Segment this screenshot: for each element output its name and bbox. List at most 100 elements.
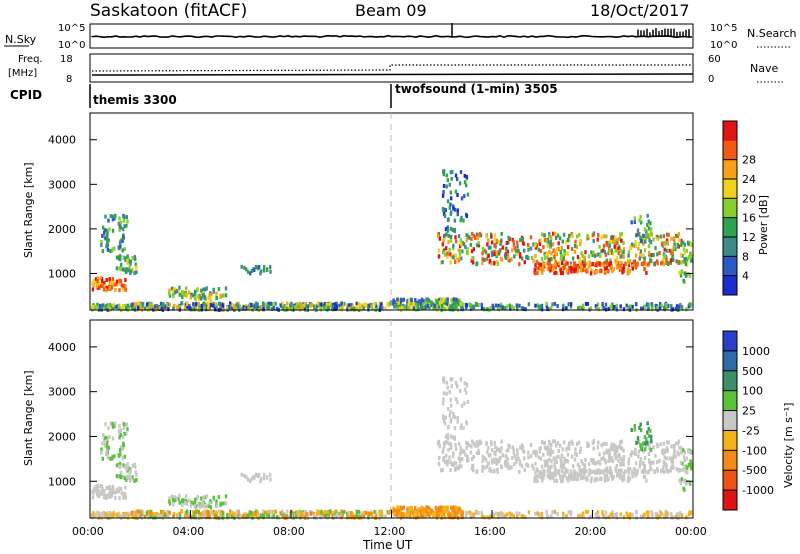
velocity-cell xyxy=(519,462,522,467)
velocity-cell xyxy=(470,439,474,444)
power-cell xyxy=(347,304,350,309)
velocity-cell xyxy=(333,514,336,519)
velocity-cell xyxy=(564,467,567,472)
power-cell xyxy=(539,267,542,272)
power-cell xyxy=(256,302,259,307)
power-cell xyxy=(459,249,462,254)
velocity-cell xyxy=(597,440,600,445)
power-cell xyxy=(679,253,683,258)
velocity-cell xyxy=(264,510,267,515)
power-cell xyxy=(540,268,544,273)
velocity-cell xyxy=(596,470,600,475)
velocity-cell xyxy=(634,447,637,452)
velocity-cell xyxy=(639,446,643,451)
power-cell xyxy=(551,302,554,307)
velocity-cell xyxy=(272,513,275,518)
power-cell xyxy=(438,300,441,305)
velocity-cell xyxy=(455,466,459,471)
velocity-cell xyxy=(263,472,266,477)
power-cell xyxy=(520,256,524,261)
power-cell xyxy=(111,214,114,219)
power-cell xyxy=(192,302,195,307)
velocity-cell xyxy=(665,468,668,473)
velocity-cell xyxy=(438,505,441,510)
power-cell xyxy=(490,250,494,255)
velocity-cell xyxy=(262,476,266,481)
power-cell xyxy=(490,240,494,245)
velocity-cell xyxy=(658,514,662,519)
velocity-cell xyxy=(487,446,490,450)
power-cell xyxy=(417,307,420,311)
velocity-cell xyxy=(123,476,127,481)
velocity-cell xyxy=(521,448,525,453)
freq-panel-frame xyxy=(89,53,694,83)
velocity-cell xyxy=(669,468,672,473)
velocity-cell xyxy=(666,448,669,453)
power-cell xyxy=(108,303,112,308)
power-cell xyxy=(614,248,618,253)
power-cell xyxy=(446,254,449,259)
power-cell xyxy=(452,204,455,209)
power-cell xyxy=(224,286,228,291)
velocity-cell xyxy=(253,475,256,480)
velocity-cell xyxy=(633,424,636,428)
power-cell xyxy=(578,242,582,247)
power-cell xyxy=(118,216,121,221)
velocity-cell xyxy=(271,509,274,514)
power-cell xyxy=(658,251,661,255)
power-cell xyxy=(682,247,686,252)
power-cell xyxy=(186,302,189,306)
power-cell xyxy=(549,239,552,244)
velocity-cell xyxy=(620,459,624,464)
power-cell xyxy=(465,213,469,218)
velocity-cell xyxy=(306,512,310,517)
velocity-cell xyxy=(117,429,121,434)
power-cell xyxy=(243,265,246,270)
power-cell xyxy=(518,303,521,308)
velocity-cell xyxy=(518,469,521,474)
velocity-cell xyxy=(450,403,453,408)
power-cell xyxy=(591,262,594,267)
power-cell xyxy=(446,199,450,204)
power-cell xyxy=(124,258,127,263)
velocity-cell xyxy=(340,515,343,520)
power-cell xyxy=(662,305,666,310)
velocity-cell xyxy=(198,512,201,517)
velocity-cell xyxy=(646,421,649,426)
velocity-cell xyxy=(548,465,552,470)
colorbar-tick-label: 24 xyxy=(742,173,756,186)
power-cell xyxy=(620,261,623,265)
velocity-cell xyxy=(125,514,128,519)
velocity-cell xyxy=(566,445,570,450)
velocity-cell xyxy=(670,456,674,461)
velocity-cell xyxy=(448,413,451,418)
power-cell xyxy=(147,307,150,312)
power-cell xyxy=(189,306,192,311)
power-cell xyxy=(465,303,468,308)
power-cell xyxy=(538,242,542,246)
power-cell xyxy=(110,285,114,290)
velocity-cell xyxy=(140,511,143,516)
power-cell xyxy=(326,302,329,307)
power-cell xyxy=(209,303,213,308)
power-cell xyxy=(370,304,373,309)
power-cell xyxy=(176,306,180,311)
velocity-cell xyxy=(621,478,624,483)
velocity-cell xyxy=(228,512,231,517)
velocity-cell xyxy=(662,470,666,474)
colorbar-segment xyxy=(723,370,737,392)
power-cell xyxy=(463,180,467,185)
velocity-cell xyxy=(101,511,104,516)
power-cell xyxy=(489,306,492,311)
velocity-cell xyxy=(557,454,560,459)
velocity-cell xyxy=(665,514,669,519)
freq-label: Freq. xyxy=(18,54,43,65)
power-cell xyxy=(304,301,308,306)
velocity-cell xyxy=(563,473,567,478)
power-cell xyxy=(422,302,425,307)
velocity-cell xyxy=(124,492,127,497)
power-cell xyxy=(213,307,217,312)
power-cell xyxy=(616,265,619,270)
velocity-cell xyxy=(133,478,136,483)
power-cell xyxy=(569,302,573,307)
